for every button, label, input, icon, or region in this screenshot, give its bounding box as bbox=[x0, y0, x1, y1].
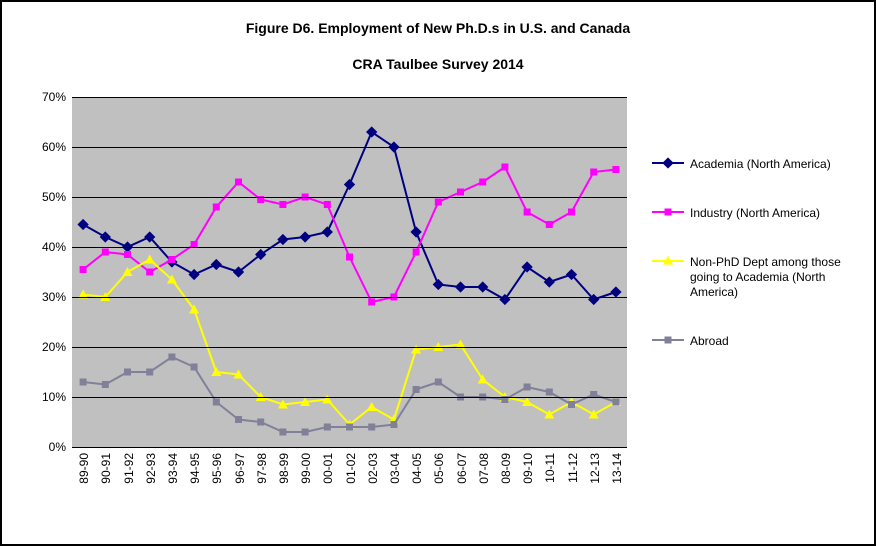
x-tick-label: 08-09 bbox=[499, 453, 513, 484]
legend-label: Industry (North America) bbox=[690, 206, 820, 221]
legend-swatch bbox=[652, 157, 684, 169]
x-tick-label: 89-90 bbox=[77, 453, 91, 484]
gridline bbox=[72, 197, 627, 198]
y-tick-label: 70% bbox=[32, 90, 66, 104]
x-tick-label: 06-07 bbox=[455, 453, 469, 484]
gridline bbox=[72, 97, 627, 98]
x-tick-label: 13-14 bbox=[610, 453, 624, 484]
legend-item: Academia (North America) bbox=[652, 157, 870, 172]
x-tick-label: 02-03 bbox=[366, 453, 380, 484]
legend-swatch bbox=[652, 206, 684, 218]
x-tick-label: 04-05 bbox=[410, 453, 424, 484]
series-line bbox=[83, 260, 616, 425]
y-tick-label: 30% bbox=[32, 290, 66, 304]
y-tick-label: 40% bbox=[32, 240, 66, 254]
gridline bbox=[72, 147, 627, 148]
y-tick-label: 10% bbox=[32, 390, 66, 404]
legend-swatch bbox=[652, 334, 684, 346]
x-tick-label: 09-10 bbox=[521, 453, 535, 484]
chart-subtitle: CRA Taulbee Survey 2014 bbox=[2, 56, 874, 72]
legend-label: Abroad bbox=[690, 334, 729, 349]
x-tick-label: 96-97 bbox=[233, 453, 247, 484]
legend-label: Non-PhD Dept among those going to Academ… bbox=[690, 255, 870, 300]
gridline bbox=[72, 347, 627, 348]
plot-area bbox=[72, 97, 627, 447]
x-tick-label: 92-93 bbox=[144, 453, 158, 484]
legend: Academia (North America) Industry (North … bbox=[652, 157, 870, 383]
x-tick-label: 11-12 bbox=[566, 453, 580, 483]
x-tick-label: 10-11 bbox=[543, 453, 557, 483]
y-tick-label: 20% bbox=[32, 340, 66, 354]
x-tick-label: 91-92 bbox=[122, 453, 136, 484]
chart-title: Figure D6. Employment of New Ph.D.s in U… bbox=[2, 20, 874, 36]
x-tick-label: 95-96 bbox=[210, 453, 224, 484]
x-tick-label: 93-94 bbox=[166, 453, 180, 484]
gridline bbox=[72, 447, 627, 448]
gridline bbox=[72, 397, 627, 398]
chart-frame: Figure D6. Employment of New Ph.D.s in U… bbox=[0, 0, 876, 546]
legend-item: Industry (North America) bbox=[652, 206, 870, 221]
x-tick-label: 12-13 bbox=[588, 453, 602, 484]
gridline bbox=[72, 297, 627, 298]
x-tick-label: 05-06 bbox=[432, 453, 446, 484]
x-tick-label: 00-01 bbox=[321, 453, 335, 484]
x-tick-label: 97-98 bbox=[255, 453, 269, 484]
legend-item: Abroad bbox=[652, 334, 870, 349]
x-tick-label: 99-00 bbox=[299, 453, 313, 484]
legend-label: Academia (North America) bbox=[690, 157, 831, 172]
legend-swatch bbox=[652, 255, 684, 267]
y-tick-label: 50% bbox=[32, 190, 66, 204]
gridline bbox=[72, 247, 627, 248]
x-tick-label: 90-91 bbox=[99, 453, 113, 484]
legend-item: Non-PhD Dept among those going to Academ… bbox=[652, 255, 870, 300]
y-tick-label: 0% bbox=[32, 440, 66, 454]
series-line bbox=[83, 132, 616, 300]
x-tick-label: 01-02 bbox=[344, 453, 358, 484]
x-tick-label: 94-95 bbox=[188, 453, 202, 484]
x-tick-label: 98-99 bbox=[277, 453, 291, 484]
y-tick-label: 60% bbox=[32, 140, 66, 154]
plot-svg bbox=[72, 97, 627, 447]
x-tick-label: 07-08 bbox=[477, 453, 491, 484]
x-tick-label: 03-04 bbox=[388, 453, 402, 484]
